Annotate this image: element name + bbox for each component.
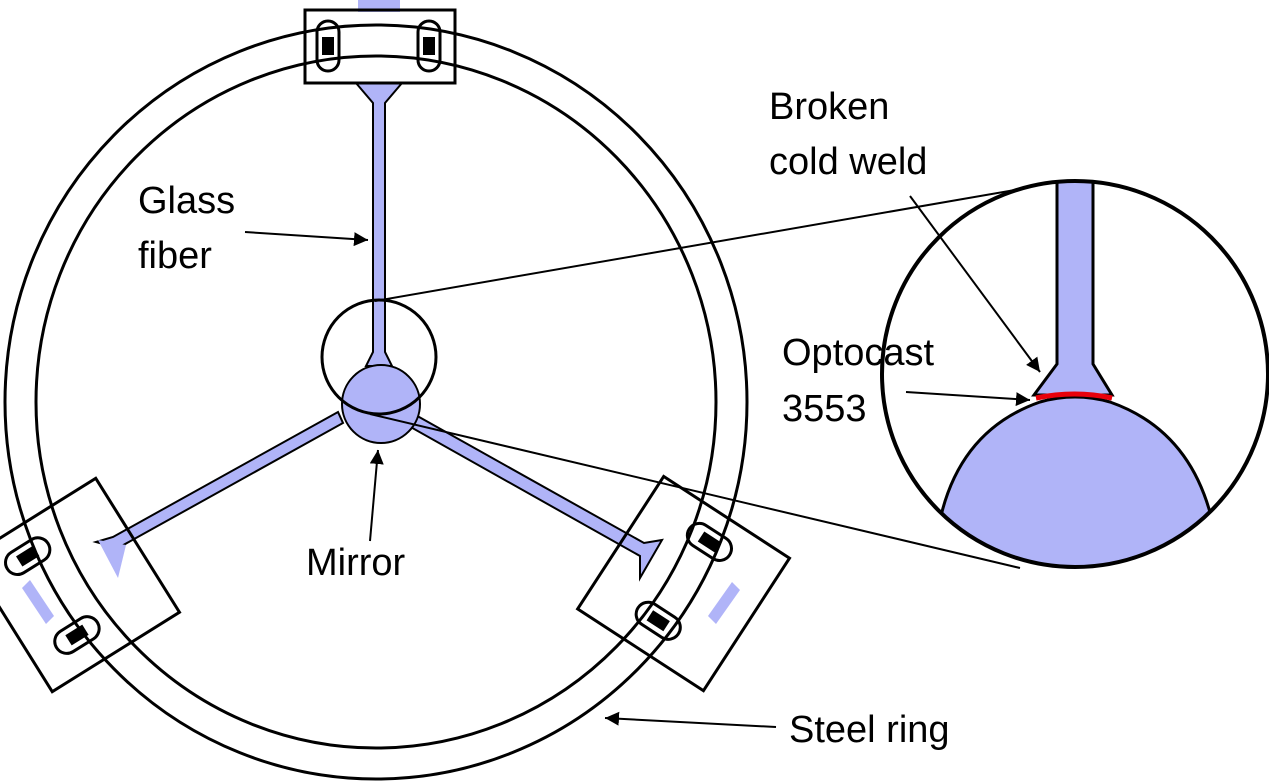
optocast-glue-layer (1035, 391, 1113, 401)
optocast-arrow (905, 391, 1031, 407)
glass-fiber-label-line2: fiber (138, 235, 212, 277)
steel-ring-arrow (604, 711, 777, 728)
broken-weld-label-line1: Broken (769, 86, 889, 128)
broken-weld-label-line2: cold weld (769, 141, 927, 183)
optocast-label-line1: Optocast (782, 332, 935, 374)
right-clamp (575, 474, 792, 693)
optocast-label-line2: 3553 (782, 388, 867, 430)
zoom-connector-lines (369, 182, 1056, 569)
mirror-arrow (369, 449, 384, 542)
top-clamp (303, 8, 457, 85)
left-clamp (0, 476, 182, 694)
mirror (341, 364, 421, 444)
glass-fiber-arrow (244, 231, 369, 247)
steel-ring-label: Steel ring (789, 709, 950, 751)
mirror-label: Mirror (306, 542, 406, 584)
zoom-detail (880, 179, 1269, 569)
broken-weld-arrow (909, 195, 1041, 373)
callout-arrows (244, 195, 1041, 728)
glass-fiber-label-line1: Glass (138, 180, 235, 222)
steel-ring (3, 23, 749, 781)
glass-fiber (92, 82, 664, 582)
